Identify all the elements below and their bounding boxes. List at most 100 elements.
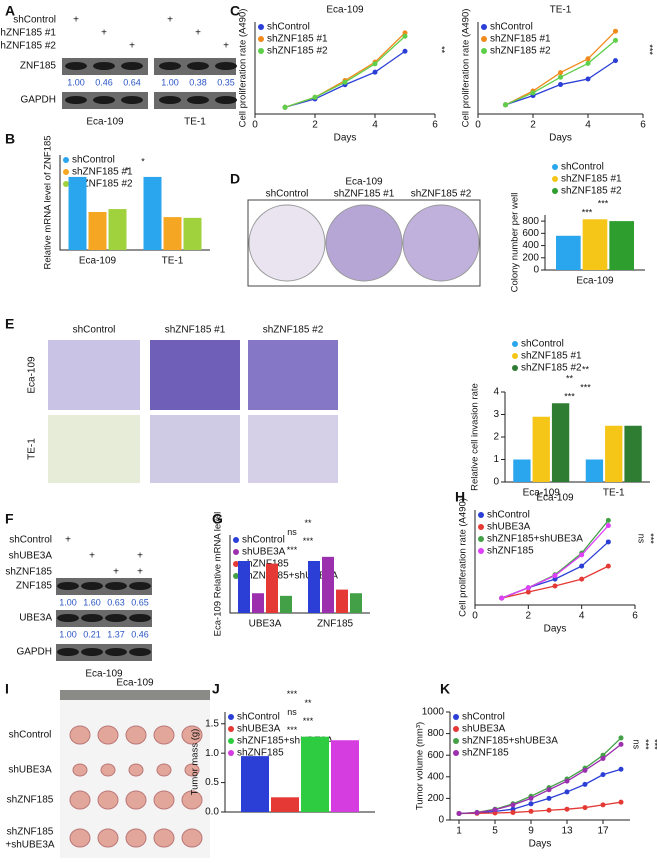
band [57, 648, 79, 656]
point [552, 583, 558, 589]
bar [331, 740, 359, 812]
legend-label: shControl [72, 155, 115, 166]
row-label: +shUBE3A [5, 840, 55, 851]
y-tick-label: 600 [427, 750, 444, 761]
point [546, 807, 552, 813]
annotation: *** [641, 739, 651, 750]
point [585, 76, 591, 82]
x-tick-label: ZNF185 [317, 619, 354, 630]
quant: 1.60 [83, 597, 101, 607]
point [579, 552, 585, 558]
legend-marker [228, 750, 234, 756]
bar [551, 403, 570, 482]
legend-marker [481, 36, 487, 42]
legend-label: shControl [242, 535, 285, 546]
row-label: shControl [9, 730, 52, 741]
sign: + [65, 535, 71, 546]
band-label: ZNF185 [16, 581, 53, 592]
group-label: Eca-109 [85, 669, 123, 680]
point [600, 772, 606, 778]
point [525, 585, 531, 591]
bar [280, 595, 292, 613]
band [215, 96, 237, 104]
point [558, 70, 563, 76]
y-axis-label: Cell proliferation rate (A490) [461, 9, 472, 128]
legend-label: shControl [561, 162, 604, 173]
tumor [69, 828, 91, 848]
quant: 0.63 [107, 597, 125, 607]
legend-label: shControl [521, 339, 564, 350]
point [600, 802, 606, 808]
column-label: shZNF185 #1 [165, 325, 226, 336]
x-tick-label: 0 [252, 120, 258, 131]
series-line [458, 801, 622, 815]
y-tick-label: 1.0 [205, 748, 219, 759]
y-tick-label: 4 [493, 387, 499, 398]
x-tick-label: 0 [472, 611, 478, 622]
band [129, 582, 151, 590]
tumor [125, 828, 147, 848]
band [121, 62, 143, 70]
point [546, 795, 552, 801]
sign: + [167, 15, 173, 26]
column-label: shControl [266, 189, 309, 200]
annotation: *** [598, 199, 609, 209]
legend-marker [258, 24, 264, 30]
tumor [128, 763, 144, 777]
legend-label: shZNF185 [462, 748, 509, 759]
legend-marker [233, 537, 239, 543]
sign: + [195, 28, 201, 39]
legend-marker [478, 536, 484, 542]
quant: 0.46 [95, 77, 113, 87]
bar [513, 459, 531, 482]
legend-label: shZNF185+shUBE3A [242, 571, 338, 582]
x-tick-label: Eca-109 [576, 276, 614, 287]
band [215, 62, 237, 70]
band [57, 614, 79, 622]
x-tick-label: 17 [597, 826, 609, 837]
y-tick-label: 400 [427, 771, 444, 782]
point [558, 74, 563, 80]
legend-marker [228, 738, 234, 744]
legend-marker [233, 549, 239, 555]
annotation: * [125, 165, 129, 175]
annotation: *** [564, 392, 575, 402]
point [372, 69, 378, 75]
point [492, 807, 498, 813]
panel-letter: J [212, 681, 220, 697]
tumor [181, 790, 203, 810]
quant: 0.35 [217, 77, 235, 87]
legend-marker [233, 561, 239, 567]
tumor [69, 725, 91, 745]
series-line [458, 743, 622, 815]
band [81, 648, 103, 656]
band [187, 96, 209, 104]
legend-label: shUBE3A [242, 547, 286, 558]
bar [183, 217, 202, 250]
legend-label: shZNF185 [242, 559, 289, 570]
x-axis-label: Days [544, 624, 567, 635]
legend-marker [453, 738, 459, 744]
y-tick-label: 800 [427, 728, 444, 739]
series-line [458, 768, 622, 815]
point [582, 805, 588, 811]
point [528, 808, 534, 814]
x-tick-label: 2 [312, 120, 318, 131]
annotation: *** [646, 533, 656, 544]
annotation: ns [637, 534, 647, 544]
tumor [97, 725, 119, 745]
x-tick-label: 6 [432, 120, 438, 131]
y-axis-label: Relative mRNA level of ZNF185 [43, 135, 54, 269]
annotation: ns [287, 707, 297, 717]
quant: 0.38 [189, 77, 207, 87]
x-tick-label: 6 [632, 611, 638, 622]
band [93, 96, 115, 104]
point [372, 61, 378, 67]
sign: + [223, 41, 229, 52]
tumor [97, 828, 119, 848]
panel-letter: B [5, 131, 15, 147]
legend-marker [228, 726, 234, 732]
column-label: shZNF185 #2 [263, 325, 324, 336]
band [129, 648, 151, 656]
band [93, 62, 115, 70]
